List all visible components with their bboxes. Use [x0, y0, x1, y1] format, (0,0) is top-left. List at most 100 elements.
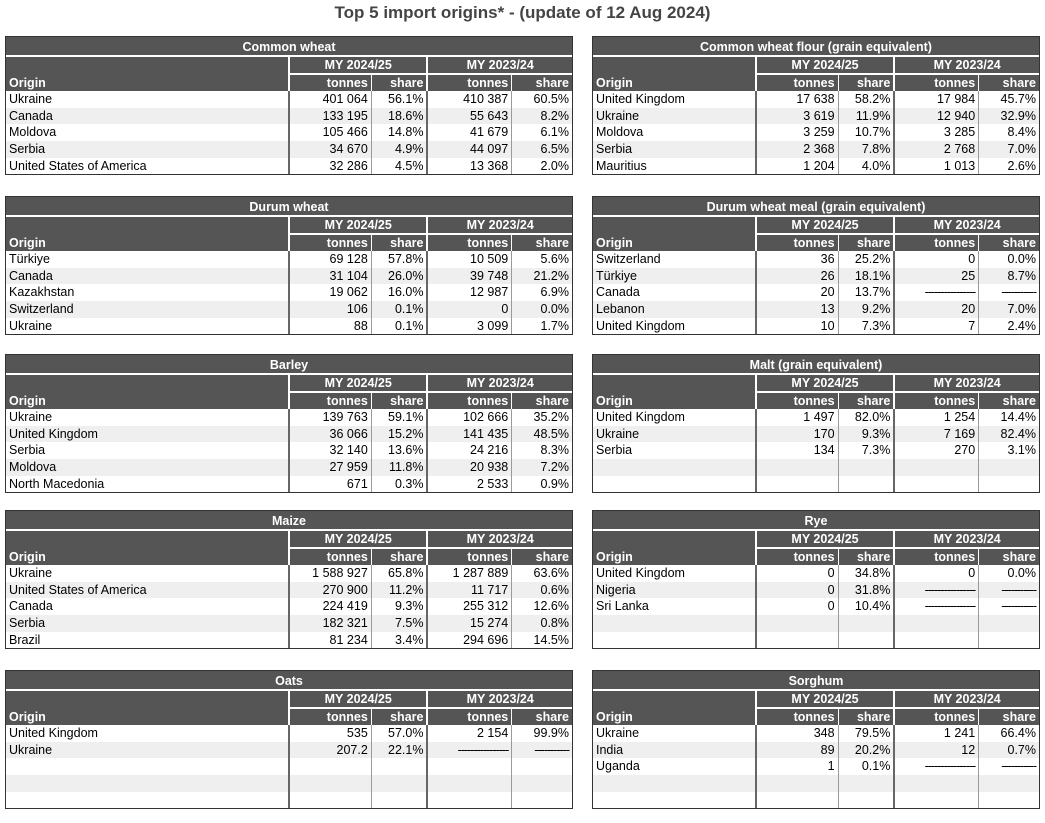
tonnes-cell: 55 643	[426, 107, 512, 125]
share-cell: 82.0%	[837, 409, 895, 426]
tonnes-cell: 141 435	[426, 425, 512, 443]
tonnes-cell: 1 013	[893, 157, 979, 175]
header-blank	[6, 57, 289, 74]
origin-cell: United Kingdom	[6, 425, 289, 443]
tonnes-cell: 139 763	[287, 409, 372, 426]
origin-cell	[6, 758, 289, 775]
tonnes-cell: ----------------	[893, 581, 979, 599]
table-row: Brazil 81 234 3.4% 294 696 14.5%	[6, 631, 572, 649]
tonnes-cell	[893, 475, 979, 493]
tonnes-cell: 34 670	[287, 141, 372, 158]
tonnes-cell: 27 959	[287, 459, 372, 476]
table-row	[6, 791, 572, 809]
share-cell: 58.2%	[837, 91, 895, 108]
origin-cell: Switzerland	[596, 252, 661, 267]
page-title: Top 5 import origins* - (update of 12 Au…	[334, 3, 711, 22]
header-share: share	[370, 74, 428, 91]
tonnes-cell: 0	[754, 565, 839, 582]
table-row: United Kingdom 36 066 15.2% 141 435 48.5%	[6, 425, 572, 443]
share-cell: 32.9%	[978, 107, 1039, 125]
tonnes-cell: 0	[754, 581, 839, 599]
share-cell: 0.0%	[978, 565, 1039, 582]
header-my-2024-25: MY 2024/25	[287, 691, 428, 709]
header-tonnes: tonnes	[287, 708, 372, 725]
header-my-2024-25: MY 2024/25	[754, 375, 895, 393]
origin-cell	[593, 775, 756, 792]
table-row: United Kingdom 535 57.0% 2 154 99.9%	[6, 725, 572, 742]
header-share: share	[511, 708, 572, 725]
header-origin: Origin	[6, 234, 289, 251]
header-row-columns: Origin tonnes share tonnes share	[6, 708, 572, 725]
share-cell: 18.1%	[837, 267, 895, 285]
table-row: Türkiye 69 128 57.8% 10 509 5.6%	[6, 251, 572, 268]
tonnes-cell: 44 097	[426, 141, 512, 158]
tonnes-cell: 81 234	[287, 631, 372, 649]
share-cell: 6.1%	[511, 124, 572, 142]
share-cell: 22.1%	[370, 741, 428, 759]
origin-cell: Uganda	[596, 759, 640, 774]
origin-cell: Türkiye	[9, 252, 50, 267]
panel-durum-wheat-meal: Durum wheat meal (grain equivalent) MY 20…	[592, 196, 1040, 336]
tonnes-cell: 1 588 927	[287, 565, 372, 582]
header-origin: Origin	[6, 392, 289, 409]
origin-cell: United Kingdom	[9, 726, 98, 741]
tonnes-cell: 1 497	[754, 409, 839, 426]
table-row: Moldova 27 959 11.8% 20 938 7.2%	[6, 459, 572, 476]
header-blank	[6, 691, 289, 708]
share-cell: 14.8%	[370, 124, 428, 142]
tonnes-cell: 10	[754, 317, 839, 335]
header-tonnes: tonnes	[893, 392, 979, 409]
table-row: Serbia 2 368 7.8% 2 768 7.0%	[593, 141, 1039, 158]
header-share: share	[978, 234, 1039, 251]
header-row-years: MY 2024/25 MY 2023/24	[593, 57, 1039, 75]
tonnes-cell: 1	[754, 758, 839, 776]
origin-cell: Canada	[6, 107, 289, 125]
share-cell: -----------	[511, 741, 572, 759]
header-share: share	[837, 392, 895, 409]
tonnes-cell: 12 987	[426, 284, 512, 302]
table-row: Kazakhstan 19 062 16.0% 12 987 6.9%	[6, 284, 572, 302]
panel-title: Barley	[6, 355, 572, 375]
import-table: MY 2024/25 MY 2023/24 Origin tonnes share ton…	[6, 217, 572, 335]
header-my-2024-25: MY 2024/25	[754, 57, 895, 75]
tonnes-cell	[893, 791, 979, 809]
share-cell: 8.3%	[511, 442, 572, 460]
header-tonnes: tonnes	[754, 548, 839, 565]
share-cell: 21.2%	[511, 267, 572, 285]
header-blank	[6, 531, 289, 548]
share-cell	[837, 615, 895, 632]
share-cell: 34.8%	[837, 565, 895, 582]
origin-cell: Sri Lanka	[596, 599, 649, 614]
panel-barley: Barley MY 2024/25 MY 2023/24 Origin tonnes sh…	[5, 354, 573, 494]
header-my-2024-25: MY 2024/25	[287, 217, 428, 235]
origin-cell	[6, 792, 289, 809]
share-cell: -----------	[978, 758, 1039, 776]
tonnes-cell: 25	[893, 267, 979, 285]
tonnes-cell: 20	[893, 301, 979, 318]
tonnes-cell: 13 368	[426, 157, 512, 175]
share-cell: 7.8%	[837, 141, 895, 158]
header-row-columns: Origin tonnes share tonnes share	[593, 708, 1039, 725]
header-row-columns: Origin tonnes share tonnes share	[6, 548, 572, 565]
share-cell: 13.7%	[837, 284, 895, 302]
header-share: share	[837, 74, 895, 91]
origin-cell: United States of America	[9, 158, 147, 173]
share-cell: 10.4%	[837, 598, 895, 616]
tonnes-cell: 12	[893, 741, 979, 759]
origin-cell: Moldova	[9, 125, 57, 140]
tonnes-cell: 3 259	[754, 124, 839, 142]
tonnes-cell: 3 099	[426, 317, 512, 335]
share-cell: 9.3%	[370, 598, 428, 616]
table-row: United Kingdom 1 497 82.0% 1 254 14.4%	[593, 409, 1039, 426]
share-cell: 3.4%	[370, 631, 428, 649]
share-cell: 7.0%	[978, 301, 1039, 318]
share-cell: -----------	[978, 581, 1039, 599]
header-share: share	[978, 74, 1039, 91]
header-tonnes: tonnes	[754, 234, 839, 251]
share-cell: 8.4%	[978, 124, 1039, 142]
share-cell: 79.5%	[837, 725, 895, 742]
origin-cell: Mauritius	[596, 158, 647, 173]
header-tonnes: tonnes	[754, 74, 839, 91]
share-cell: 2.4%	[978, 317, 1039, 335]
share-cell: 8.7%	[978, 267, 1039, 285]
